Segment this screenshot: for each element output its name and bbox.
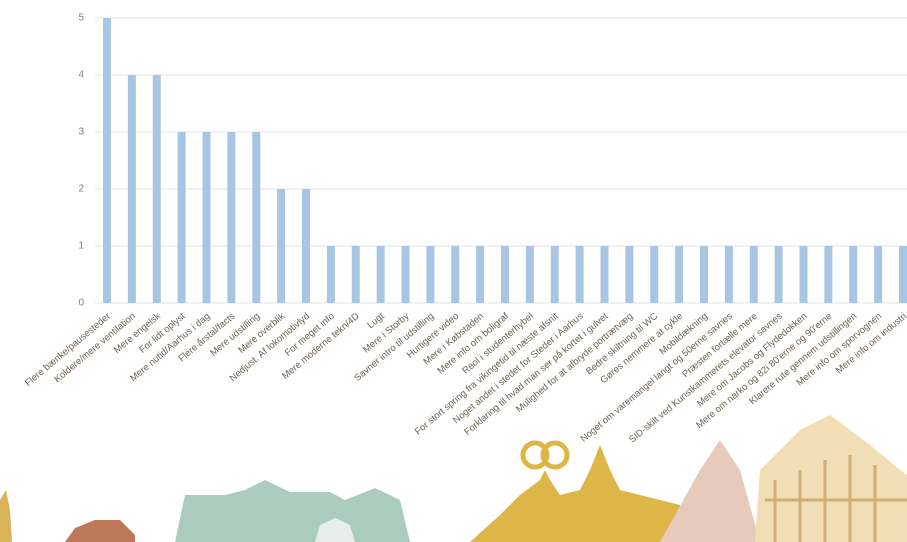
- bar: [600, 246, 609, 303]
- bar: [252, 132, 261, 303]
- bar: [501, 246, 509, 303]
- y-tick-label: 0: [78, 298, 84, 309]
- y-tick-label: 3: [78, 127, 84, 138]
- bar: [227, 132, 236, 303]
- bar: [476, 246, 485, 303]
- bar: [625, 246, 634, 303]
- bar: [127, 75, 136, 303]
- bar: [675, 246, 684, 303]
- bar: [426, 246, 435, 303]
- bar: [103, 18, 111, 303]
- bar: [700, 246, 708, 303]
- bar: [575, 246, 584, 303]
- y-tick-label: 5: [78, 13, 84, 24]
- bar: [401, 246, 410, 303]
- bar: [302, 189, 310, 303]
- bar: [451, 246, 460, 303]
- bar: [899, 246, 907, 303]
- bar: [525, 246, 534, 303]
- bar: [351, 246, 360, 303]
- bar: [152, 75, 161, 303]
- bar: [202, 132, 211, 303]
- bar: [650, 246, 659, 303]
- bar: [177, 132, 186, 303]
- y-tick-label: 4: [78, 70, 84, 81]
- y-tick-label: 2: [78, 184, 84, 195]
- bar: [277, 189, 286, 303]
- bar: [550, 246, 559, 303]
- bar: [799, 246, 808, 303]
- skyline-decoration: [0, 415, 907, 542]
- y-tick-label: 1: [78, 241, 84, 252]
- bar: [376, 246, 385, 303]
- bar: [774, 246, 783, 303]
- bar: [849, 246, 858, 303]
- bar: [326, 246, 335, 303]
- bar: [749, 246, 758, 303]
- bar: [724, 246, 733, 303]
- bar: [824, 246, 833, 303]
- bar: [874, 246, 883, 303]
